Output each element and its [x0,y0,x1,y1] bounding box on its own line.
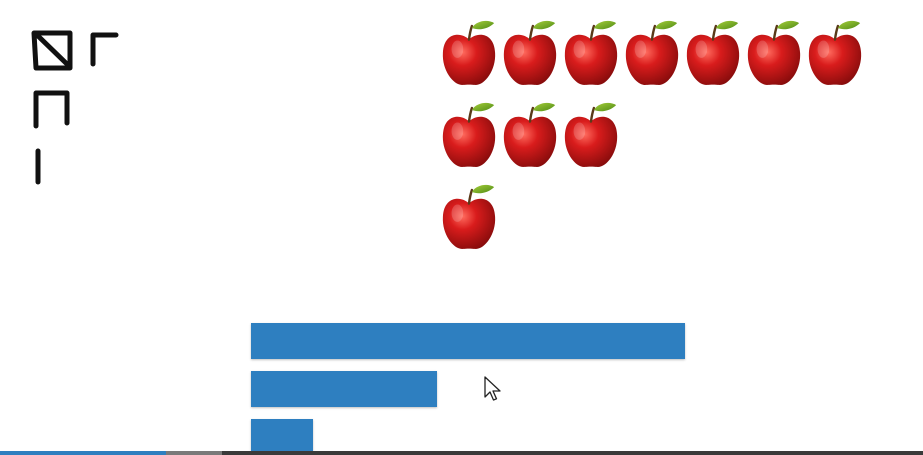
apple-icon [502,20,558,87]
tally-corner-mark [90,32,119,67]
apple-icon [746,20,802,87]
apple-icon [441,184,497,251]
bar-value-3 [251,371,437,407]
mouse-cursor-icon [484,376,501,401]
apple-icon [624,20,680,87]
tally-box-crossed [31,30,73,71]
apple-pictograph [441,20,863,251]
apple-icon [502,102,558,169]
apple-icon [563,20,619,87]
bar-value-7 [251,323,685,359]
apple-icon [441,20,497,87]
apple-icon [807,20,863,87]
video-played-indicator[interactable] [0,451,166,455]
handwritten-tally-sketch [31,30,119,185]
bar-value-1 [251,419,313,451]
video-progress-bar[interactable] [0,451,923,455]
tally-gate-mark [33,90,70,129]
apple-icon [563,102,619,169]
apple-icon [441,102,497,169]
apple-icon [685,20,741,87]
